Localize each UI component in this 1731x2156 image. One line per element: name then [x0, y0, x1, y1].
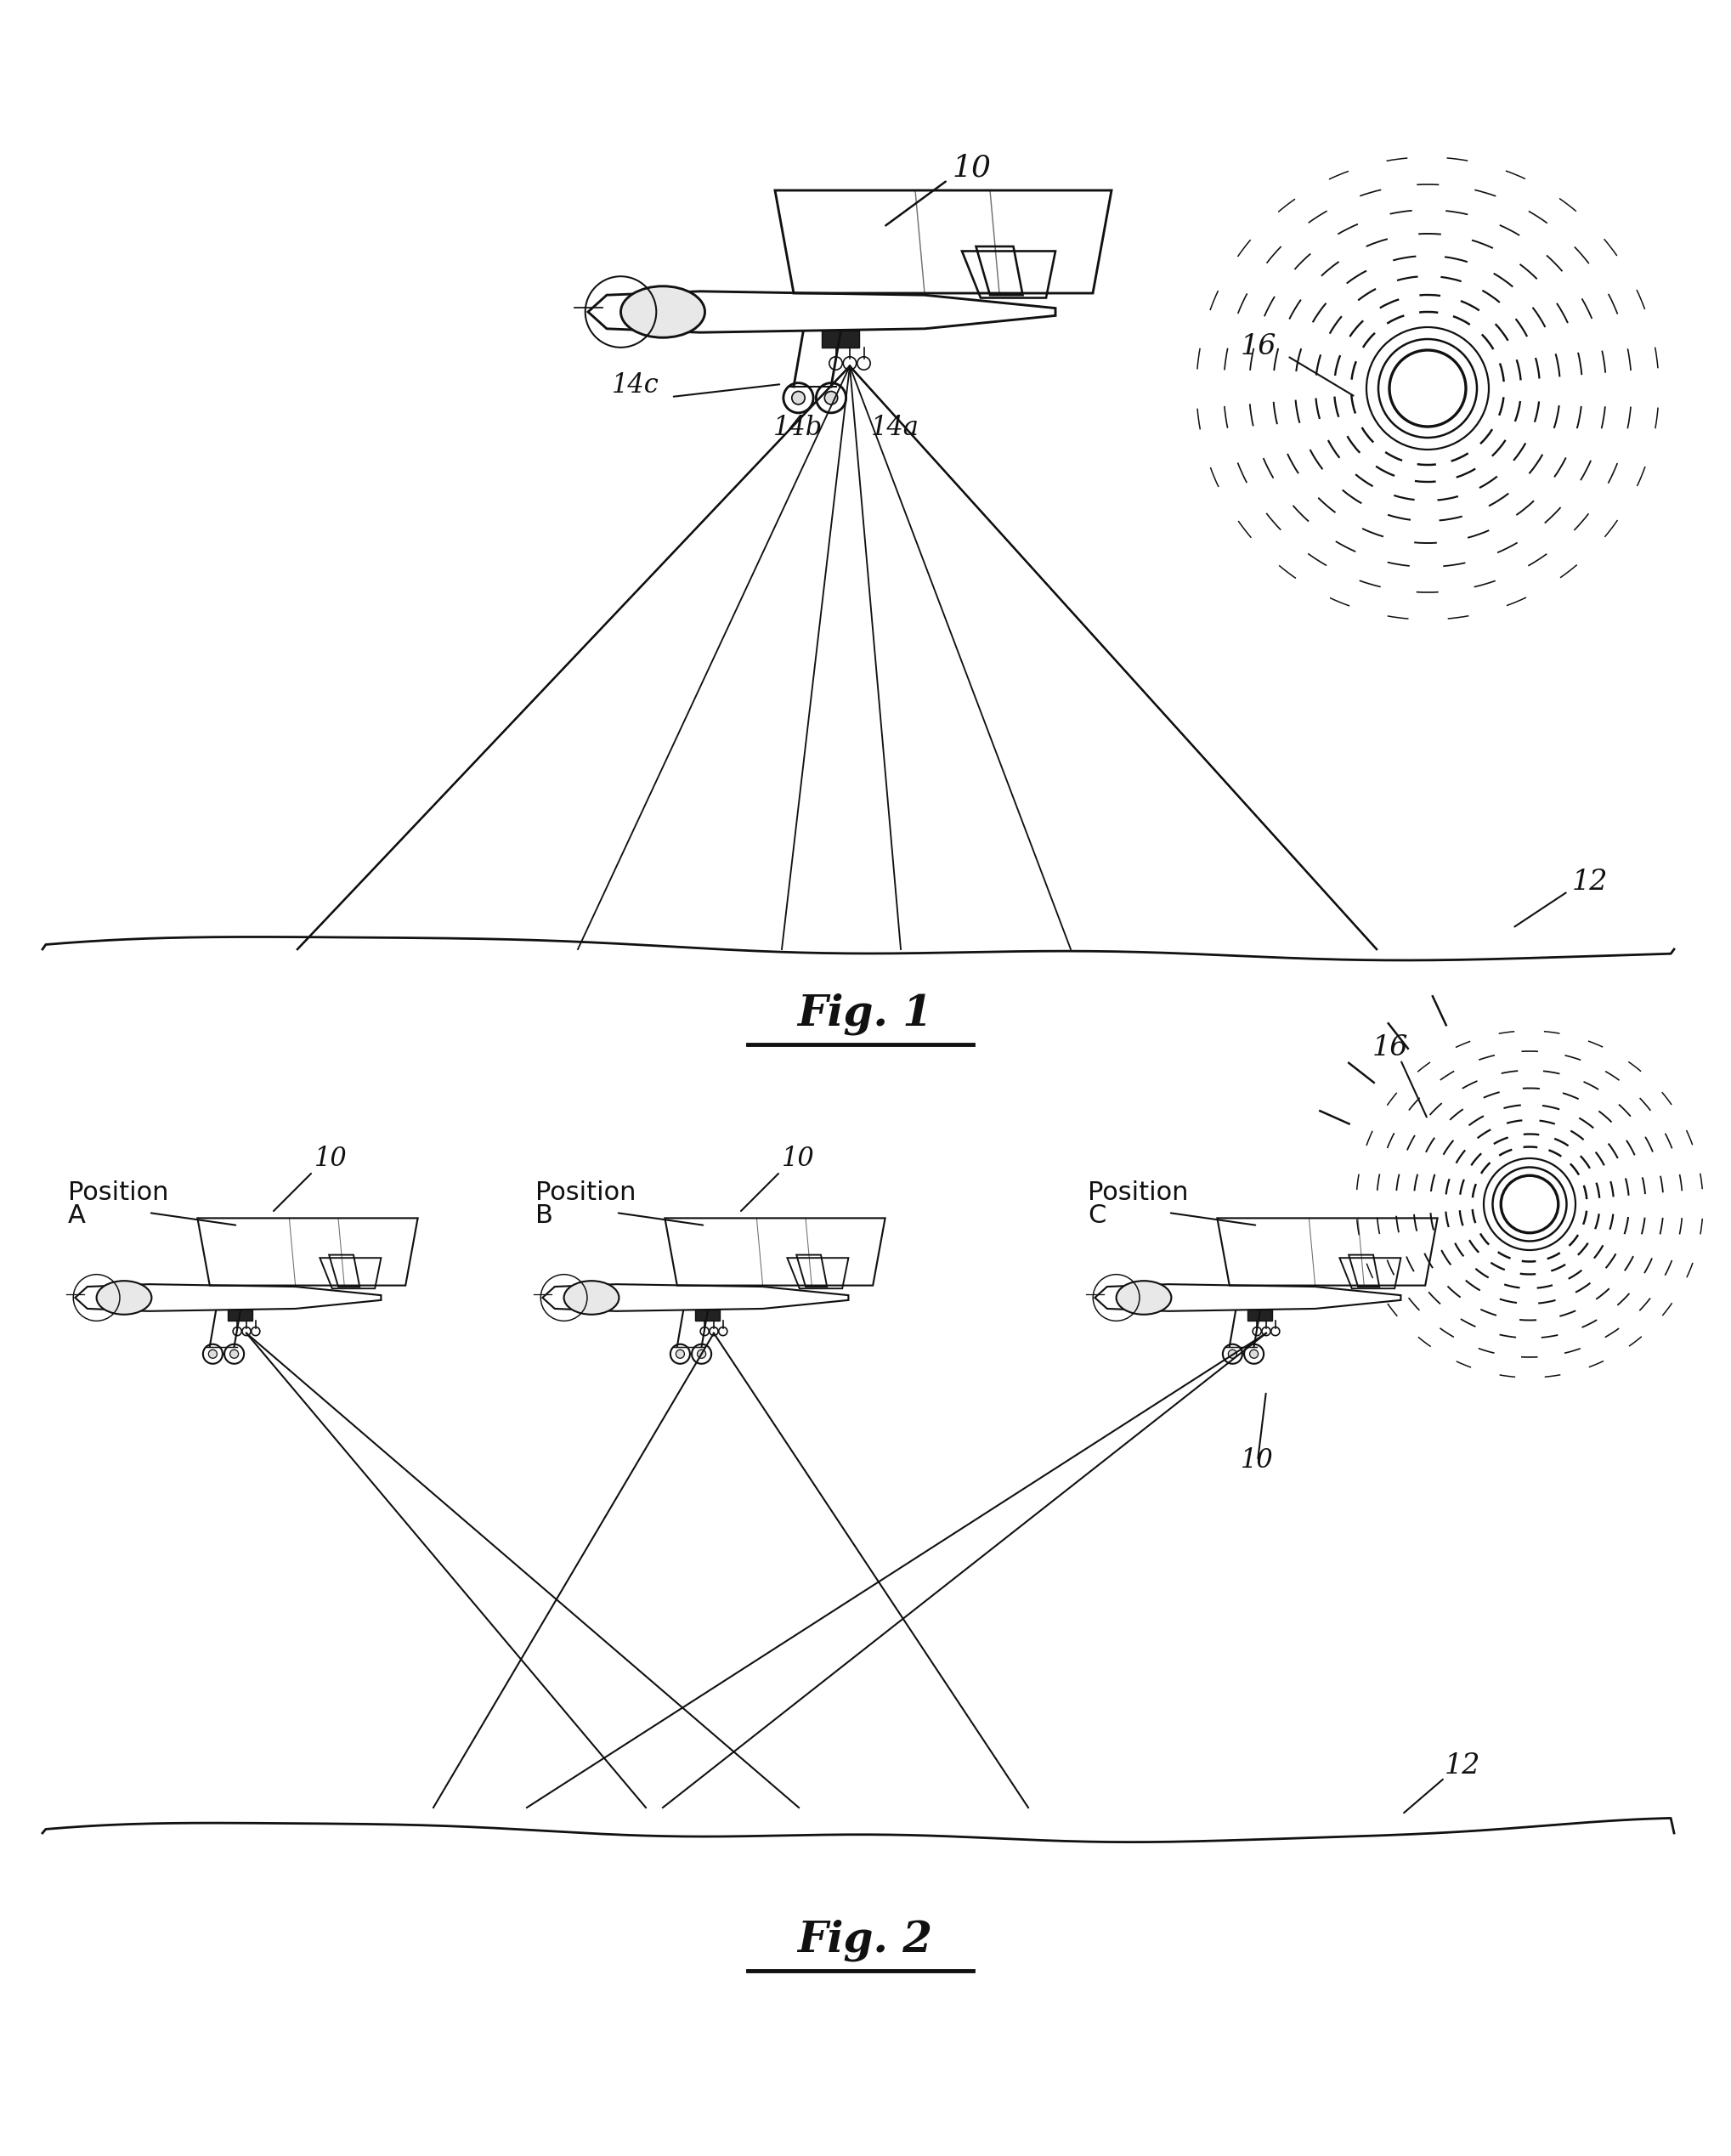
Circle shape	[698, 1350, 706, 1358]
Circle shape	[208, 1350, 216, 1358]
Circle shape	[824, 392, 838, 405]
Circle shape	[701, 1328, 710, 1335]
Text: 10: 10	[315, 1145, 348, 1173]
Text: 10: 10	[952, 153, 990, 181]
Text: B: B	[535, 1203, 554, 1229]
Circle shape	[242, 1328, 251, 1335]
Text: 10: 10	[782, 1145, 815, 1173]
Circle shape	[230, 1350, 239, 1358]
Circle shape	[718, 1328, 727, 1335]
Text: 14a: 14a	[871, 414, 919, 442]
Text: 16: 16	[1241, 334, 1277, 360]
Circle shape	[829, 356, 843, 371]
Circle shape	[710, 1328, 718, 1335]
Text: 14b: 14b	[774, 414, 822, 442]
Circle shape	[1271, 1328, 1279, 1335]
Circle shape	[791, 392, 805, 405]
Circle shape	[251, 1328, 260, 1335]
Text: 14c: 14c	[611, 373, 660, 399]
Circle shape	[1262, 1328, 1271, 1335]
Text: Position: Position	[1087, 1179, 1189, 1205]
Circle shape	[675, 1350, 684, 1358]
Text: 12: 12	[1572, 869, 1608, 895]
Text: Position: Position	[68, 1179, 168, 1205]
Bar	[228, 1311, 253, 1322]
Bar	[1248, 1311, 1272, 1322]
Text: 10: 10	[1241, 1447, 1274, 1473]
Bar	[822, 330, 859, 347]
Ellipse shape	[564, 1281, 620, 1315]
Circle shape	[857, 356, 871, 371]
Ellipse shape	[1116, 1281, 1172, 1315]
Circle shape	[234, 1328, 242, 1335]
Circle shape	[1253, 1328, 1262, 1335]
Text: Fig. 2: Fig. 2	[798, 1919, 933, 1962]
Circle shape	[1250, 1350, 1258, 1358]
Ellipse shape	[621, 287, 705, 338]
Ellipse shape	[97, 1281, 152, 1315]
Text: 16: 16	[1373, 1035, 1409, 1061]
Text: 12: 12	[1445, 1753, 1480, 1779]
Circle shape	[843, 356, 857, 371]
Text: Fig. 1: Fig. 1	[798, 994, 933, 1035]
Bar	[696, 1311, 720, 1322]
Text: C: C	[1087, 1203, 1106, 1229]
Text: Position: Position	[535, 1179, 635, 1205]
Circle shape	[1229, 1350, 1238, 1358]
Text: A: A	[68, 1203, 87, 1229]
